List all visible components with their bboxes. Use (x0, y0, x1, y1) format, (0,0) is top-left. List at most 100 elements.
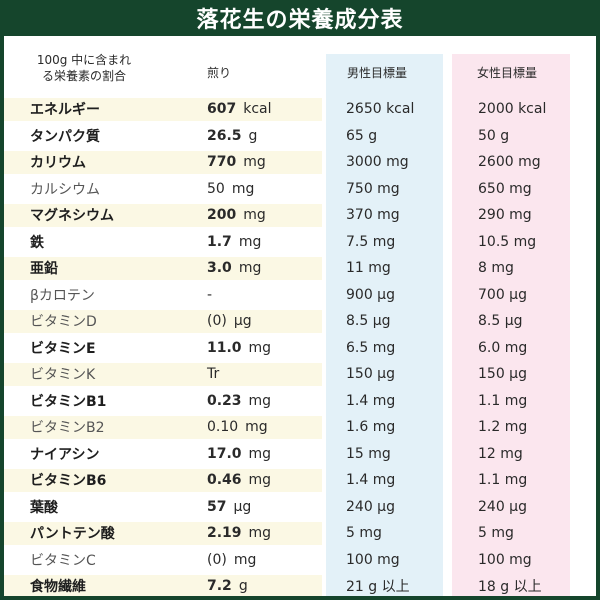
table-row: 食物繊維 7.2 g 21 g 以上 18 g 以上 (0, 573, 600, 600)
row-highlight (4, 416, 322, 439)
nutrient-value: 50 mg (207, 176, 254, 203)
nutrient-value: 607 kcal (207, 96, 272, 123)
header-label-line1: 100g 中に含まれ (36, 53, 132, 67)
nutrient-name: ビタミンD (30, 314, 97, 331)
value-unit: mg (248, 392, 272, 409)
male-target: 3000 mg (346, 154, 409, 171)
nutrient-value: 0.10 mg (207, 414, 268, 441)
nutrient-name: エネルギー (30, 102, 100, 119)
table-row: タンパク質 26.5 g 65 g 50 g (0, 123, 600, 150)
row-highlight (4, 522, 322, 545)
header-female-column: 女性目標量 (477, 66, 538, 80)
male-target: 21 g 以上 (346, 579, 410, 596)
table-row: ビタミンB1 0.23 mg 1.4 mg 1.1 mg (0, 388, 600, 415)
row-highlight (4, 310, 322, 333)
value-number: - (207, 286, 213, 303)
nutrient-name: 亜鉛 (30, 261, 58, 278)
female-target: 700 μg (478, 286, 527, 303)
female-target: 1.2 mg (478, 419, 528, 436)
table-row: βカロテン - 900 μg 700 μg (0, 282, 600, 309)
value-number: 770 (207, 154, 237, 171)
header-row-label: 100g 中に含まれ る栄養素の割合 (14, 52, 154, 84)
value-unit: mg (248, 445, 272, 462)
female-target: 18 g 以上 (478, 579, 542, 596)
nutrient-name: パントテン酸 (30, 526, 115, 543)
value-unit: mg (231, 180, 255, 197)
nutrient-name: ビタミンC (30, 552, 96, 569)
value-unit: mg (243, 154, 266, 171)
value-number: 0.10 (207, 419, 239, 436)
row-highlight (4, 469, 322, 492)
value-number: 200 (207, 207, 237, 224)
nutrient-value: 1.7 mg (207, 229, 261, 256)
value-unit: mg (245, 419, 268, 436)
nutrient-value: 26.5 g (207, 123, 257, 150)
nutrient-name: ビタミンB1 (30, 393, 107, 410)
nutrient-name: ビタミンB2 (30, 420, 105, 437)
value-number: 0.46 (207, 472, 242, 489)
female-target: 100 mg (478, 551, 532, 568)
nutrient-name: マグネシウム (30, 208, 114, 225)
female-column-background (452, 54, 570, 600)
table-row: 葉酸 57 μg 240 μg 240 μg (0, 494, 600, 521)
value-unit: mg (238, 260, 262, 277)
table-row: ナイアシン 17.0 mg 15 mg 12 mg (0, 441, 600, 468)
male-target: 1.6 mg (346, 419, 396, 436)
value-number: 17.0 (207, 445, 242, 462)
value-unit: mg (238, 233, 262, 250)
nutrient-value: (0) mg (207, 547, 256, 574)
row-highlight (4, 575, 322, 598)
value-number: 7.2 (207, 578, 232, 595)
value-number: 2.19 (207, 525, 242, 542)
table-row: ビタミンB6 0.46 mg 1.4 mg 1.1 mg (0, 467, 600, 494)
value-unit: μg (233, 313, 252, 330)
male-target: 370 mg (346, 207, 400, 224)
male-target: 100 mg (346, 551, 400, 568)
table-row: カルシウム 50 mg 750 mg 650 mg (0, 176, 600, 203)
female-target: 1.1 mg (478, 472, 528, 489)
value-unit: g (248, 127, 258, 144)
nutrient-value: 17.0 mg (207, 441, 271, 468)
value-number: Tr (207, 366, 220, 383)
header-value-column: 煎り (207, 66, 232, 80)
male-target: 150 μg (346, 366, 395, 383)
female-target: 2600 mg (478, 154, 541, 171)
nutrient-name: 葉酸 (30, 499, 58, 516)
nutrient-value: Tr (207, 361, 219, 388)
male-column-background (326, 54, 443, 600)
nutrient-name: カリウム (30, 155, 86, 172)
female-target: 240 μg (478, 498, 527, 515)
nutrient-value: 0.46 mg (207, 467, 271, 494)
nutrient-value: 2.19 mg (207, 520, 271, 547)
nutrient-name: カルシウム (30, 181, 100, 198)
male-target: 7.5 mg (346, 233, 396, 250)
male-target: 1.4 mg (346, 392, 396, 409)
female-target: 1.1 mg (478, 392, 528, 409)
male-target: 15 mg (346, 445, 391, 462)
value-number: (0) (207, 313, 227, 330)
value-number: 57 (207, 498, 227, 515)
nutrient-value: 7.2 g (207, 573, 248, 600)
nutrient-name: 食物繊維 (30, 579, 86, 596)
value-unit: g (238, 578, 248, 595)
row-highlight (4, 98, 322, 121)
female-target: 2000 kcal (478, 101, 547, 118)
nutrient-value: 3.0 mg (207, 255, 261, 282)
female-target: 8.5 μg (478, 313, 523, 330)
female-target: 8 mg (478, 260, 514, 277)
row-highlight (4, 257, 322, 280)
value-unit: kcal (243, 101, 272, 118)
male-target: 900 μg (346, 286, 395, 303)
table-row: パントテン酸 2.19 mg 5 mg 5 mg (0, 520, 600, 547)
male-target: 1.4 mg (346, 472, 396, 489)
value-unit: mg (248, 339, 272, 356)
value-number: 3.0 (207, 260, 232, 277)
value-number: (0) (207, 551, 227, 568)
male-target: 6.5 mg (346, 339, 396, 356)
table-row: ビタミンB2 0.10 mg 1.6 mg 1.2 mg (0, 414, 600, 441)
male-target: 8.5 μg (346, 313, 391, 330)
table-row: カリウム 770 mg 3000 mg 2600 mg (0, 149, 600, 176)
nutrition-table-body: エネルギー 607 kcal 2650 kcal 2000 kcal タンパク質 26.5 g… (0, 96, 600, 600)
table-row: マグネシウム 200 mg 370 mg 290 mg (0, 202, 600, 229)
nutrient-value: 57 μg (207, 494, 251, 521)
